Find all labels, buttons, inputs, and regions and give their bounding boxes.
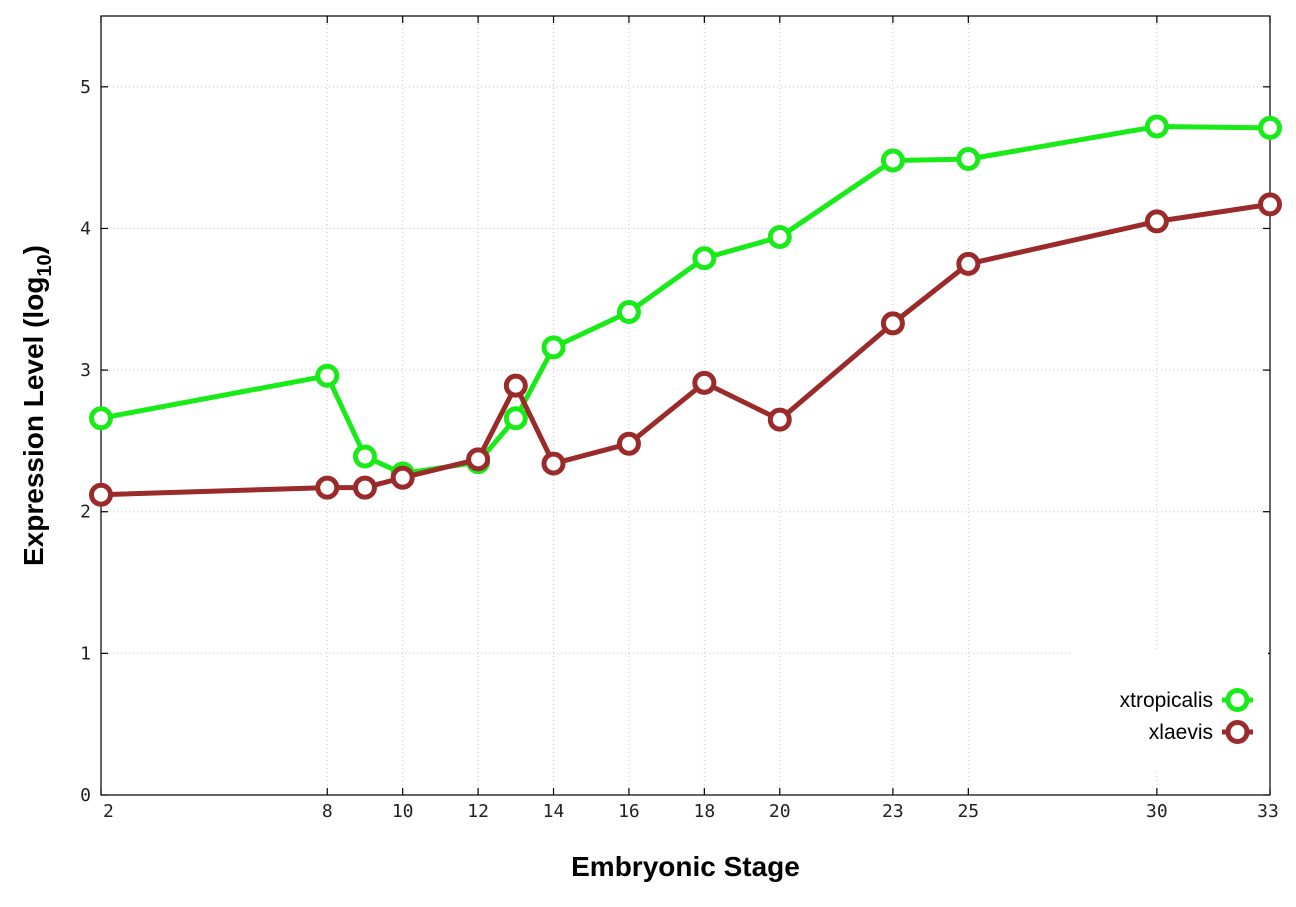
- data-point-xtropicalis: [503, 406, 528, 431]
- x-tick-label: 25: [957, 801, 979, 822]
- x-tick-label: 16: [618, 801, 640, 822]
- data-point-xtropicalis: [89, 406, 113, 431]
- x-tick-label: 23: [882, 801, 904, 822]
- plot-frame: [100, 15, 1271, 796]
- data-point-xlaevis: [1258, 192, 1282, 217]
- data-point-xtropicalis: [541, 335, 566, 360]
- y-tick-label: 5: [80, 77, 91, 98]
- y-axis-title-subscript: 10: [34, 254, 56, 276]
- series-layer: [89, 114, 1282, 507]
- y-tick-label: 0: [80, 785, 91, 806]
- data-point-xlaevis: [956, 251, 981, 276]
- data-point-xtropicalis: [315, 363, 340, 388]
- data-point-xtropicalis: [616, 300, 641, 325]
- x-tick-label: 12: [467, 801, 489, 822]
- legend-label-xlaevis: xlaevis: [1149, 721, 1213, 744]
- y-tick-label: 1: [80, 643, 91, 664]
- x-tick-label: 20: [769, 801, 791, 822]
- data-point-xlaevis: [89, 482, 113, 507]
- data-point-xtropicalis: [692, 246, 717, 271]
- y-axis-title-close: ): [18, 245, 49, 254]
- x-tick-label: 8: [322, 801, 333, 822]
- legend-swatch-marker: [1225, 688, 1250, 712]
- legend: xtropicalis xlaevis: [1072, 650, 1268, 770]
- series-xtropicalis: [89, 114, 1282, 486]
- series-xlaevis: [89, 192, 1282, 507]
- y-axis-title: Expression Level (log10): [18, 245, 56, 566]
- x-tick-label: 33: [1257, 801, 1279, 822]
- data-point-xlaevis: [767, 407, 792, 432]
- series-line-xlaevis: [100, 201, 1271, 498]
- data-point-xlaevis: [692, 370, 717, 395]
- data-point-xlaevis: [1144, 209, 1169, 234]
- data-point-xlaevis: [390, 465, 415, 490]
- data-point-xtropicalis: [1258, 115, 1282, 140]
- y-tick-label: 2: [80, 502, 91, 523]
- data-point-xlaevis: [466, 447, 491, 472]
- x-tick-label: 2: [103, 801, 114, 822]
- x-axis-title: Embryonic Stage: [571, 851, 800, 882]
- series-line-xtropicalis: [100, 124, 1271, 476]
- x-tick-label: 10: [392, 801, 414, 822]
- data-point-xlaevis: [352, 475, 377, 500]
- y-axis-title-main: Expression Level (log: [18, 277, 49, 566]
- x-tick-label: 18: [694, 801, 716, 822]
- data-point-xtropicalis: [1144, 114, 1169, 139]
- legend-swatch-marker: [1225, 720, 1250, 744]
- data-point-xtropicalis: [880, 148, 905, 173]
- data-point-xlaevis: [315, 475, 340, 500]
- y-tick-label: 3: [80, 360, 91, 381]
- data-point-xtropicalis: [352, 444, 377, 469]
- data-point-xlaevis: [503, 373, 528, 398]
- x-tick-label: 30: [1146, 801, 1168, 822]
- x-tick-label: 14: [543, 801, 565, 822]
- data-point-xtropicalis: [767, 224, 792, 249]
- data-point-xtropicalis: [956, 147, 981, 172]
- y-tick-label: 4: [80, 218, 91, 239]
- data-point-xlaevis: [616, 431, 641, 456]
- data-point-xlaevis: [541, 451, 566, 476]
- legend-label-xtropicalis: xtropicalis: [1120, 689, 1213, 712]
- data-point-xlaevis: [880, 311, 905, 336]
- grid-layer: [101, 16, 1270, 795]
